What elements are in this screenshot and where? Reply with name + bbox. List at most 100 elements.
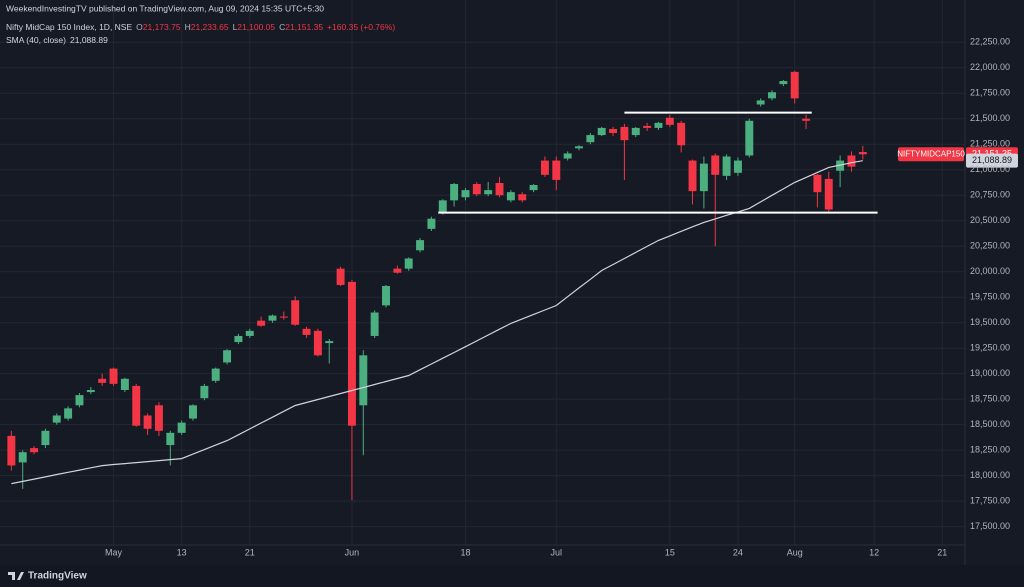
x-tick-label: 12 — [869, 547, 879, 557]
x-tick-label: 13 — [177, 547, 187, 557]
candle-body — [154, 405, 163, 431]
candle-body — [824, 178, 833, 210]
candle-body — [30, 448, 39, 453]
candle-body — [586, 135, 595, 143]
ohlc-key: C — [279, 22, 285, 32]
candle-body — [790, 71, 799, 99]
x-tick-label: Jul — [551, 547, 563, 557]
y-tick-label: 18,250.00 — [970, 445, 1010, 455]
candle-body — [166, 432, 175, 446]
y-tick-label: 19,500.00 — [970, 317, 1010, 327]
candle-body — [495, 182, 504, 196]
symbol-badge-label: NIFTYMIDCAP150 — [897, 149, 965, 158]
footer-bar — [0, 565, 1024, 587]
indicator-value: 21,088.89 — [70, 35, 108, 45]
candle-body — [245, 330, 254, 336]
plot — [7, 70, 878, 501]
candle-body — [211, 368, 220, 381]
candle-body — [268, 315, 277, 321]
candle-body — [143, 415, 152, 429]
symbol-badge — [898, 147, 964, 162]
candle-body — [404, 258, 413, 269]
sma-badge — [966, 153, 1018, 168]
candle-body — [86, 390, 95, 393]
candle-body — [279, 316, 288, 318]
candle-body — [461, 190, 470, 198]
candle-body — [552, 160, 561, 180]
y-tick-label: 18,500.00 — [970, 419, 1010, 429]
candle-body — [575, 146, 583, 149]
candle-body — [313, 330, 322, 356]
symbol: Nifty MidCap 150 Index, 1D, NSE — [6, 22, 132, 32]
candle-body — [813, 174, 822, 193]
ohlc-key: O — [136, 22, 143, 32]
y-tick-label: 19,750.00 — [970, 292, 1010, 302]
indicator: SMA (40, close) — [6, 35, 66, 45]
candle-body — [336, 268, 345, 285]
candle-body — [802, 118, 811, 121]
candle-body — [7, 435, 16, 466]
candle-body — [620, 126, 629, 141]
y-tick-label: 19,250.00 — [970, 343, 1010, 353]
candle-body — [654, 122, 663, 128]
y-tick-label: 20,000.00 — [970, 266, 1010, 276]
y-tick-label: 20,750.00 — [970, 190, 1010, 200]
candle-body — [200, 385, 209, 399]
x-tick-label: 21 — [245, 547, 255, 557]
candle-body — [359, 355, 368, 406]
sma-line — [11, 160, 863, 485]
candle-body — [711, 155, 720, 175]
ohlc-value: 21,173.75 — [143, 22, 181, 32]
y-tick-label: 22,000.00 — [970, 62, 1010, 72]
logo — [8, 572, 24, 580]
candle-body — [609, 128, 618, 134]
footer-brand: TradingView — [28, 571, 87, 582]
x-tick-label: Jun — [345, 547, 360, 557]
x-tick-label: 21 — [937, 547, 947, 557]
candle-body — [98, 378, 107, 383]
candle-body — [745, 120, 754, 156]
candle-body — [540, 160, 549, 175]
y-tick-label: 18,750.00 — [970, 394, 1010, 404]
candle-body — [688, 160, 697, 192]
x-tick-label: 18 — [460, 547, 470, 557]
y-tick-label: 21,000.00 — [970, 164, 1010, 174]
y-tick-label: 21,250.00 — [970, 139, 1010, 149]
candle-body — [699, 163, 708, 192]
candle-body — [472, 184, 481, 195]
candle-body — [18, 452, 27, 463]
candle-body — [189, 405, 197, 419]
x-tick-label: 15 — [665, 547, 675, 557]
candle-body — [722, 156, 731, 176]
candle-body — [665, 117, 674, 125]
x-tick-label: 24 — [733, 547, 743, 557]
y-tick-label: 17,500.00 — [970, 521, 1010, 531]
ohlc-key: L — [233, 22, 238, 32]
grid — [0, 0, 965, 545]
candle-body — [234, 335, 243, 343]
indicator-line: SMA (40, close) 21,088.89 — [6, 35, 108, 45]
candle-body — [506, 192, 515, 201]
candle-body — [631, 127, 640, 136]
candle-body — [847, 155, 856, 167]
candle-body — [529, 185, 538, 191]
candle-body — [132, 385, 141, 426]
sma-badge-label: 21,088.89 — [972, 155, 1012, 165]
candle-body — [563, 153, 572, 159]
y-tick-label: 17,750.00 — [970, 496, 1010, 506]
ohlc-value: 21,233.65 — [191, 22, 229, 32]
candle-body — [75, 395, 84, 406]
candle-body — [677, 122, 686, 146]
y-tick-label: 19,000.00 — [970, 368, 1010, 378]
candle-body — [120, 378, 129, 391]
ohlc-key: H — [185, 22, 191, 32]
candle-body — [484, 190, 493, 195]
candle-body — [733, 160, 742, 173]
candle-body — [393, 268, 402, 273]
y-tick-label: 20,250.00 — [970, 241, 1010, 251]
y-tick-label: 18,000.00 — [970, 470, 1010, 480]
candle-body — [302, 328, 311, 335]
candle-body — [518, 194, 527, 201]
candle-body — [756, 100, 765, 105]
